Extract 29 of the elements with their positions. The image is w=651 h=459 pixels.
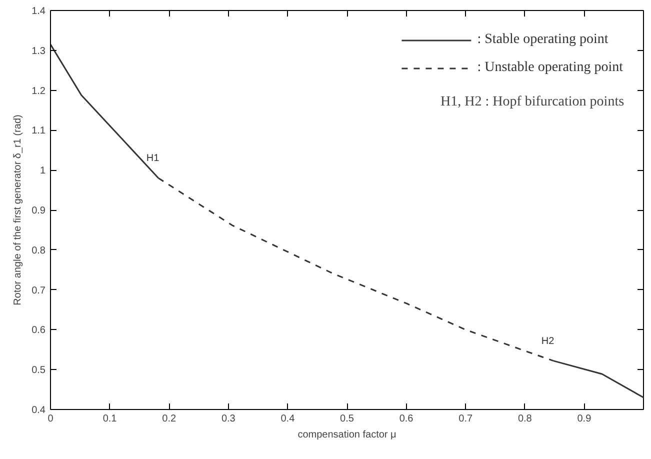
- y-axis-title: Rotor angle of the first generator δ_r1 (rad): [12, 114, 24, 306]
- y-tick-label: 1.1: [32, 126, 46, 137]
- y-tick-label: 0.9: [32, 206, 46, 216]
- y-tick-label: 0.8: [32, 245, 46, 256]
- x-tick-label: 0.1: [102, 414, 118, 424]
- x-tick-label: 0: [48, 414, 54, 424]
- y-tick-label: 1.2: [32, 86, 46, 97]
- x-tick-label: 0.8: [518, 414, 532, 424]
- y-tick-label: 0.5: [32, 365, 46, 376]
- annotation: H1: [146, 153, 160, 164]
- x-tick-label: 0.6: [399, 414, 414, 424]
- annotation: H1, H2 : Hopf bifurcation points: [440, 94, 624, 110]
- y-tick-label: 0.6: [32, 325, 46, 336]
- y-tick-label: 1: [40, 166, 46, 177]
- x-tick-label: 0.9: [577, 414, 592, 424]
- legend-label: : Unstable operating point: [477, 60, 623, 76]
- x-tick-label: 0.7: [458, 414, 473, 424]
- y-tick-label: 0.7: [32, 285, 46, 296]
- x-tick-label: 0.4: [280, 414, 296, 424]
- annotation: H2: [541, 336, 555, 347]
- y-tick-label: 1.4: [32, 6, 46, 17]
- y-tick-label: 1.3: [32, 46, 46, 57]
- x-tick-label: 0.3: [221, 414, 236, 424]
- y-tick-label: 0.4: [32, 405, 46, 416]
- x-tick-label: 0.2: [162, 414, 176, 424]
- x-axis-title: compensation factor μ: [298, 430, 397, 440]
- x-tick-label: 0.5: [340, 414, 354, 424]
- line-series: [158, 177, 554, 362]
- legend-label: : Stable operating point: [477, 32, 608, 48]
